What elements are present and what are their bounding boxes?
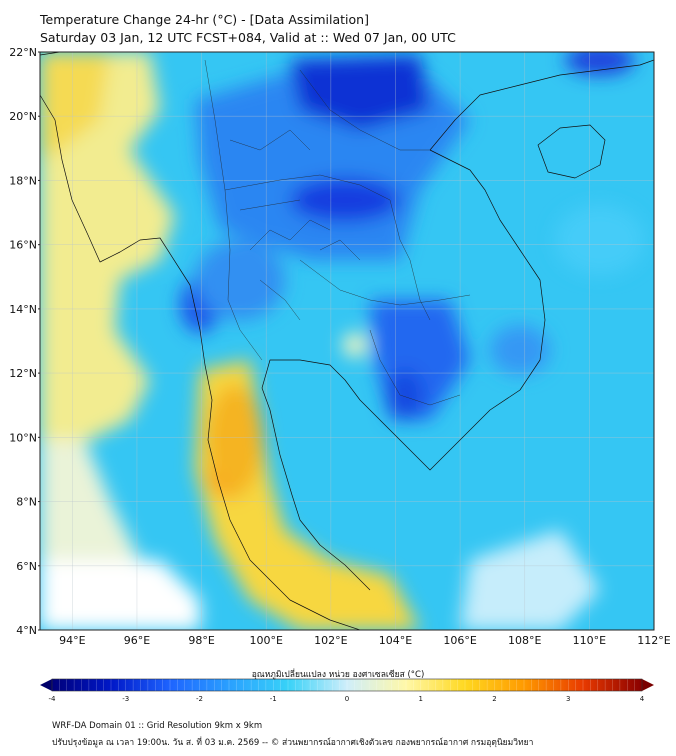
laos-border — [224, 174, 431, 321]
warm-spot-gulf — [343, 333, 367, 357]
lat-label: 6°N — [16, 560, 37, 573]
cold-core-laos — [290, 178, 400, 222]
lon-label: 100°E — [249, 634, 282, 647]
cold-core-north — [290, 55, 430, 130]
colorbar-tick-label: 1 — [419, 695, 423, 703]
cambodia-north-border — [299, 259, 471, 306]
colorbar-low-arrow — [40, 679, 52, 691]
hainan-island — [537, 124, 606, 179]
colorbar-tick-label: 2 — [492, 695, 496, 703]
plot-frame — [39, 51, 655, 631]
lon-label: 96°E — [124, 634, 150, 647]
gulf-and-vietnam-coast — [261, 149, 546, 471]
colorbar-tick-label: -1 — [270, 695, 277, 703]
colorbar-tick-label: 4 — [640, 695, 645, 703]
lon-label: 112°E — [637, 634, 670, 647]
colorbar-gradient — [52, 679, 642, 691]
footer-credit: ปรับปรุงข้อมูล ณ เวลา 19:00น. วัน ส. ที่… — [52, 738, 534, 748]
coastlines — [40, 52, 654, 630]
west-coastline — [40, 94, 361, 630]
lon-label: 94°E — [59, 634, 85, 647]
lon-label: 102°E — [314, 634, 347, 647]
lat-label: 18°N — [9, 174, 37, 187]
temperature-field — [40, 52, 654, 630]
lon-label: 98°E — [188, 634, 214, 647]
colorbar-ticks: -4 -3 -2 -1 0 1 2 3 4 — [49, 695, 645, 703]
colorbar-tick-label: 0 — [345, 695, 349, 703]
lon-label: 104°E — [379, 634, 412, 647]
lat-label: 12°N — [9, 367, 37, 380]
chart-title: Temperature Change 24-hr (°C) - [Data As… — [40, 12, 369, 27]
lat-label: 20°N — [9, 110, 37, 123]
latitude-labels: 22°N 20°N 18°N 16°N 14°N 12°N 10°N 8°N 6°N 4°N — [9, 46, 40, 637]
lat-label: 14°N — [9, 303, 37, 316]
gridlines — [40, 52, 654, 630]
province-lines — [249, 219, 361, 321]
borders — [204, 59, 471, 406]
lon-label: 110°E — [573, 634, 606, 647]
colorbar-tick-label: -2 — [196, 695, 203, 703]
malay-east-coast — [261, 387, 371, 591]
lon-label: 108°E — [508, 634, 541, 647]
colorbar-high-arrow — [642, 679, 654, 691]
pale-area-south — [40, 560, 200, 630]
pale-area-southwest — [40, 440, 140, 560]
lat-label: 4°N — [16, 624, 37, 637]
longitude-labels: 94°E 96°E 98°E 100°E 102°E 104°E 106°E 108°E 110… — [59, 634, 671, 647]
lat-label: 10°N — [9, 431, 37, 444]
colorbar: -4 -3 -2 -1 0 1 2 3 4 — [40, 678, 654, 703]
colorbar-title: อุณหภูมิเปลี่ยนแปลง หน่วย องศาเซลเซียส (… — [251, 670, 425, 680]
lat-label: 22°N — [9, 46, 37, 59]
province-lines-north — [229, 129, 311, 211]
china-border — [299, 69, 430, 151]
south-china-coast — [429, 59, 654, 151]
warm-area-west — [40, 52, 175, 440]
chart-subtitle: Saturday 03 Jan, 12 UTC FCST+084, Valid … — [40, 30, 456, 45]
cambodia-vietnam-border — [369, 329, 461, 406]
footer-model-info: WRF-DA Domain 01 :: Grid Resolution 9km … — [52, 721, 263, 731]
lon-label: 106°E — [443, 634, 476, 647]
colorbar-tick-label: 3 — [566, 695, 570, 703]
colorbar-tick-label: -4 — [49, 695, 57, 703]
lat-label: 8°N — [16, 496, 37, 509]
colorbar-tick-label: -3 — [122, 695, 129, 703]
thai-myanmar-border — [204, 59, 263, 361]
lat-label: 16°N — [9, 239, 37, 252]
